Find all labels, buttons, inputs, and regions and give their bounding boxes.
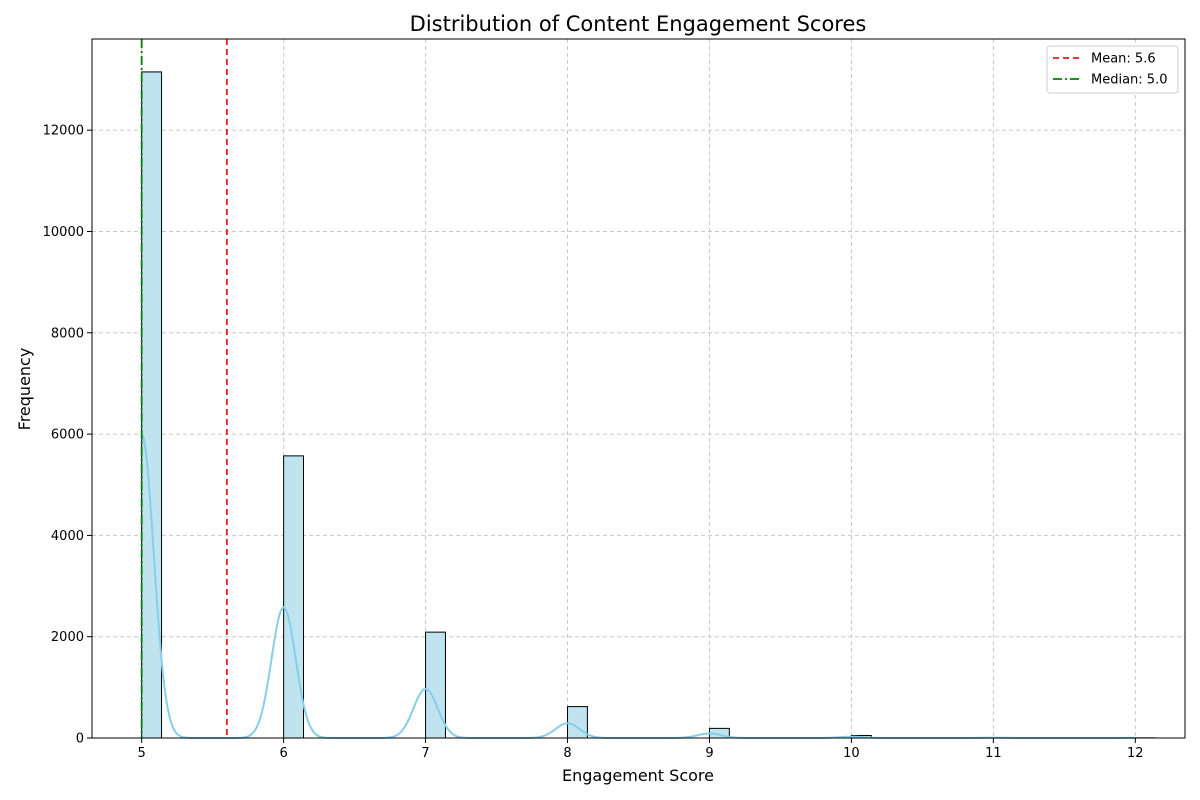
histogram-bar [283,455,305,739]
y-tick-label: 12000 [43,124,84,139]
legend-label: Median: 5.0 [1091,73,1167,88]
x-tick-label: 9 [705,746,713,761]
histogram-bar [141,71,163,739]
y-tick-label: 2000 [51,630,84,645]
x-tick-label: 5 [138,746,146,761]
y-axis-ticks: 0 2000 4000 6000 8000 10000 12000 [43,124,92,747]
y-tick-label: 4000 [51,529,84,544]
x-tick-label: 7 [421,746,429,761]
x-axis-ticks: 5 6 7 8 9 10 11 12 [138,738,1144,761]
legend: Mean: 5.6 Median: 5.0 [1046,45,1179,94]
y-axis-label: Frequency [15,348,34,431]
x-tick-label: 12 [1127,746,1144,761]
y-tick-label: 6000 [51,428,84,443]
histogram-bar [425,631,446,739]
y-tick-label: 0 [76,732,84,747]
reference-lines [140,39,228,738]
x-tick-label: 11 [985,746,1002,761]
plot-frame [91,38,1186,739]
x-tick-label: 8 [563,746,571,761]
y-tick-label: 8000 [51,326,84,341]
legend-box [1046,45,1179,94]
x-axis-label: Engagement Score [562,766,714,785]
grid [92,39,1185,739]
y-tick-label: 10000 [43,225,84,240]
x-tick-label: 10 [843,746,860,761]
legend-label: Mean: 5.6 [1091,52,1156,67]
x-tick-label: 6 [279,746,287,761]
chart-title: Distribution of Content Engagement Score… [410,12,867,36]
